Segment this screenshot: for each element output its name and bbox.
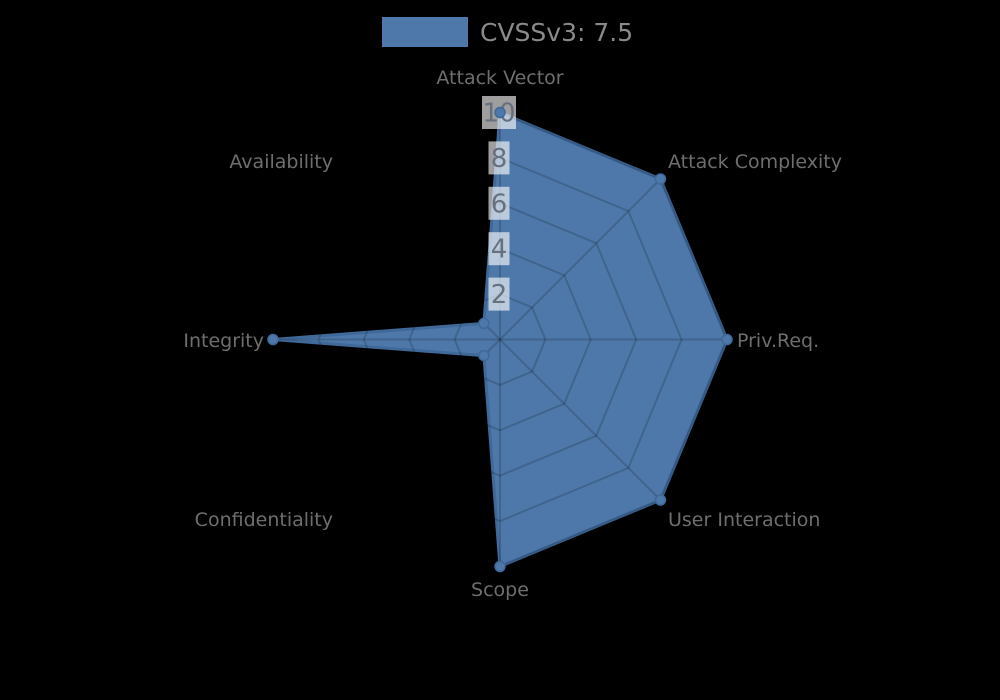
radar-grid-ring xyxy=(317,156,683,523)
radar-vertex-dot xyxy=(494,560,506,573)
radar-grid-ring xyxy=(362,202,638,477)
radial-tick-label: 4 xyxy=(491,235,508,265)
radial-tick-label: 2 xyxy=(491,280,508,310)
chart-legend: CVSSv3: 7.5 xyxy=(382,17,633,47)
radial-tick-backdrop xyxy=(488,141,510,175)
radar-grid-ring xyxy=(408,247,592,432)
radar-vertex-dot xyxy=(654,173,667,185)
radial-tick-label: 8 xyxy=(491,144,508,174)
radar-vertex-dot xyxy=(478,349,490,362)
radar-axis-spoke xyxy=(338,338,501,501)
radar-vertex-dot xyxy=(654,494,667,506)
radar-axis-label: Priv.Req. xyxy=(737,330,819,352)
radar-axis-spoke xyxy=(499,338,662,501)
radar-axis-label: Attack Vector xyxy=(436,67,563,89)
radar-axis-label: Confidentiality xyxy=(195,509,333,531)
radar-vertex-dot xyxy=(721,333,733,346)
radial-tick-backdrop xyxy=(488,232,510,266)
radar-vertex-dot xyxy=(267,333,279,346)
radar-grid-ring xyxy=(453,293,547,386)
radar-axis-label: User Interaction xyxy=(668,509,820,531)
radial-tick-backdrop xyxy=(488,277,510,311)
radar-vertex-dot xyxy=(494,106,506,119)
radar-axis-spoke xyxy=(499,178,662,341)
legend-label: CVSSv3: 7.5 xyxy=(480,18,633,47)
radar-axis-label: Attack Complexity xyxy=(668,151,842,173)
radar-axis-label: Availability xyxy=(229,151,333,173)
radar-axis-label: Scope xyxy=(471,579,529,601)
radar-vertex-dot xyxy=(478,317,490,330)
radial-tick-backdrop xyxy=(488,186,510,220)
radar-axis-label: Integrity xyxy=(183,330,264,352)
radar-axis-spoke xyxy=(338,178,501,341)
radial-tick-label: 6 xyxy=(491,189,508,219)
legend-swatch xyxy=(382,17,468,47)
